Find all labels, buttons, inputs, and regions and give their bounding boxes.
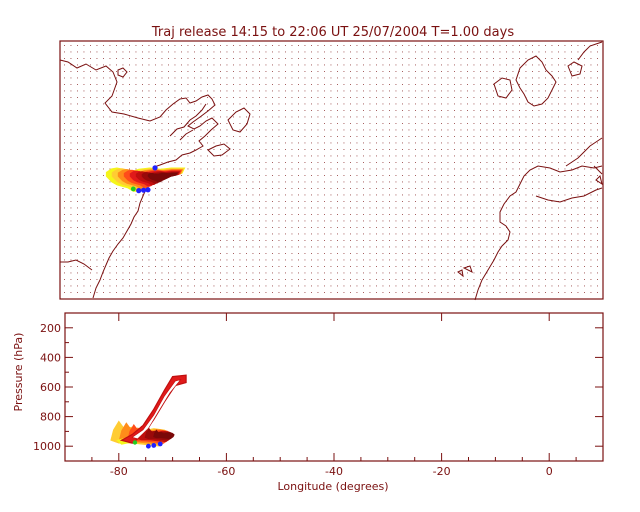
coast-islands	[457, 265, 473, 278]
y-tick-label-3: 800	[40, 411, 61, 424]
x-tick-label-1: -60	[217, 465, 235, 478]
chart-title: Traj release 14:15 to 22:06 UT 25/07/200…	[151, 25, 514, 40]
coast-labrador	[169, 103, 207, 137]
pressure-start-point-1	[151, 443, 157, 448]
coast-iberia-africa	[474, 165, 603, 301]
pressure-ascent-gap	[131, 379, 182, 440]
coast-gulf	[60, 259, 93, 271]
y-tick-label-1: 400	[40, 351, 61, 364]
coast-greenland-tip	[117, 67, 128, 78]
x-tick-label-0: -80	[110, 465, 128, 478]
coast-sardinia	[595, 175, 603, 186]
map-trajectories	[105, 165, 186, 194]
pressure-ticks: -80 -60 -40 -20 0 200 400 600 800 1000	[33, 312, 604, 478]
coast-scandinavia	[577, 41, 603, 61]
map-panel	[59, 40, 604, 301]
map-coastlines	[59, 41, 603, 301]
coast-british-isles	[515, 55, 557, 107]
x-tick-label-2: -40	[325, 465, 343, 478]
coast-nova-scotia	[207, 143, 231, 157]
coast-mediterranean	[535, 187, 603, 203]
pressure-panel: -80 -60 -40 -20 0 200 400 600 800 1000 Longitude …	[12, 312, 604, 493]
pressure-start-point-0	[145, 443, 151, 449]
x-tick-label-3: -20	[433, 465, 451, 478]
start-point-1	[141, 187, 147, 193]
pressure-cluster-layer-5	[153, 429, 175, 440]
start-point-3	[152, 165, 158, 171]
coast-hudson-detail	[179, 129, 194, 141]
start-point-0	[136, 188, 142, 194]
pressure-trajectories	[110, 374, 187, 449]
coast-north-america	[59, 59, 219, 299]
y-tick-label-2: 600	[40, 381, 61, 394]
pressure-green-point	[132, 440, 138, 445]
pressure-start-point-2	[157, 441, 163, 447]
y-tick-label-4: 1000	[33, 440, 61, 453]
start-point-2	[145, 187, 151, 193]
y-tick-label-0: 200	[40, 322, 61, 335]
coast-newfoundland	[227, 107, 251, 133]
map-frame	[59, 40, 604, 300]
green-point	[130, 186, 136, 192]
y-axis-label: Pressure (hPa)	[12, 333, 25, 412]
coast-france	[565, 137, 603, 167]
coast-denmark	[567, 61, 583, 77]
coast-ireland	[493, 77, 513, 99]
coast-italy-part	[593, 165, 603, 175]
x-tick-label-4: 0	[546, 465, 553, 478]
x-axis-label: Longitude (degrees)	[277, 480, 388, 493]
plume-layer-7	[147, 172, 178, 183]
